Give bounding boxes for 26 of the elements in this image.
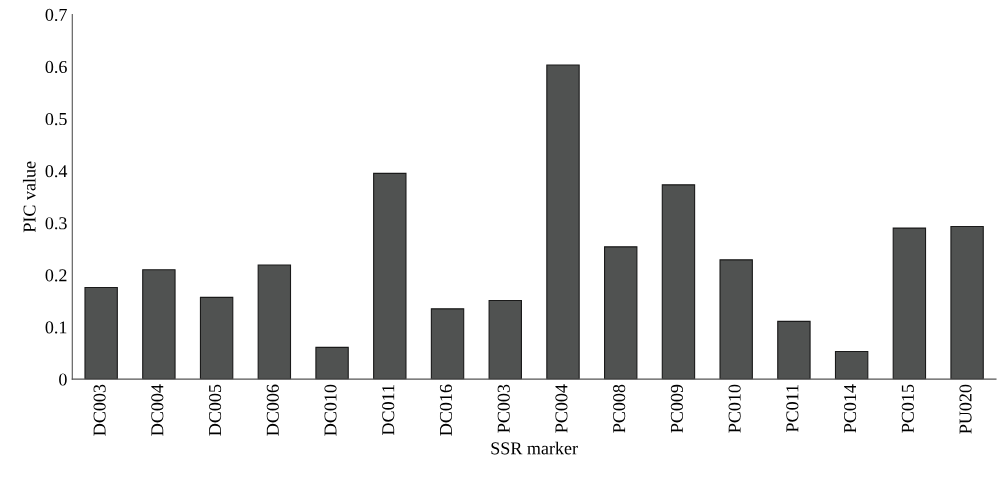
y-tick-label: 0.6 [45, 60, 67, 74]
x-tick-label: PC008 [613, 384, 626, 433]
y-tick-label: 0.7 [45, 8, 67, 22]
x-tick-label: PC003 [497, 384, 510, 433]
x-tick-label: DC003 [93, 384, 106, 436]
x-tick-label: DC011 [382, 385, 395, 435]
y-tick-label: 0.5 [45, 112, 67, 126]
x-tick-label: DC010 [324, 384, 337, 436]
x-tick-label: PU020 [959, 384, 972, 434]
x-axis-title: SSR marker [491, 441, 578, 455]
x-tick-label: DC005 [208, 384, 222, 436]
x-tick-label: DC004 [151, 384, 164, 436]
x-tick-label: DC016 [439, 384, 453, 436]
x-tick-label: PC009 [670, 384, 683, 433]
y-tick-label: 0.1 [45, 321, 67, 334]
x-tick-label: PC010 [728, 384, 741, 433]
x-tick-label: PC004 [555, 384, 568, 433]
y-tick-label: 0.4 [45, 165, 68, 178]
x-tick-label: DC006 [266, 384, 279, 436]
x-tick-label: PC011 [786, 385, 799, 432]
y-tick-label: 0.2 [45, 269, 67, 282]
y-tick-label: 0.3 [45, 217, 67, 230]
x-tick-label: PC015 [901, 384, 914, 433]
y-tick-label: 0 [59, 373, 67, 386]
y-axis-title: PIC value [22, 161, 36, 233]
x-tick-label: PC014 [843, 384, 857, 433]
